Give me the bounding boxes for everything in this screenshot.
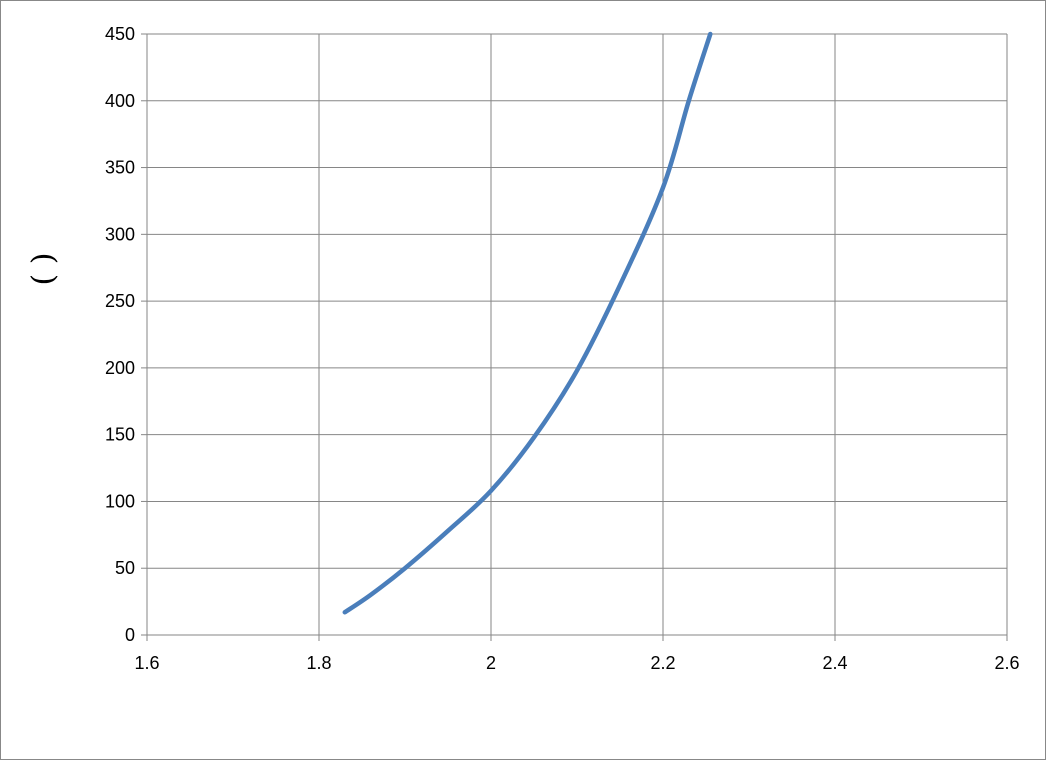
y-tick-label: 0 (125, 625, 135, 645)
y-axis-label: ( ) (26, 253, 61, 286)
series-line (342, 31, 713, 615)
x-tick-label: 2 (486, 653, 496, 673)
y-tick-label: 100 (105, 491, 135, 511)
axes (141, 33, 1008, 641)
y-tick-label: 50 (115, 558, 135, 578)
tick-labels: 0 50 100 150 200 250 300 350 400 450 1.6 1.8 2 2.2 2.4… (105, 24, 1020, 673)
y-tick-label: 350 (105, 158, 135, 178)
y-tick-label: 400 (105, 91, 135, 111)
y-tick-label: 300 (105, 224, 135, 244)
x-tick-label: 1.8 (306, 653, 331, 673)
grid-lines (147, 33, 1008, 635)
y-tick-label: 450 (105, 24, 135, 44)
y-tick-label: 150 (105, 425, 135, 445)
x-tick-label: 2.6 (994, 653, 1019, 673)
x-tick-label: 2.4 (822, 653, 847, 673)
x-tick-label: 1.6 (134, 653, 159, 673)
y-tick-label: 200 (105, 358, 135, 378)
series-lines (342, 31, 713, 615)
y-tick-label: 250 (105, 291, 135, 311)
x-tick-label: 2.2 (650, 653, 675, 673)
